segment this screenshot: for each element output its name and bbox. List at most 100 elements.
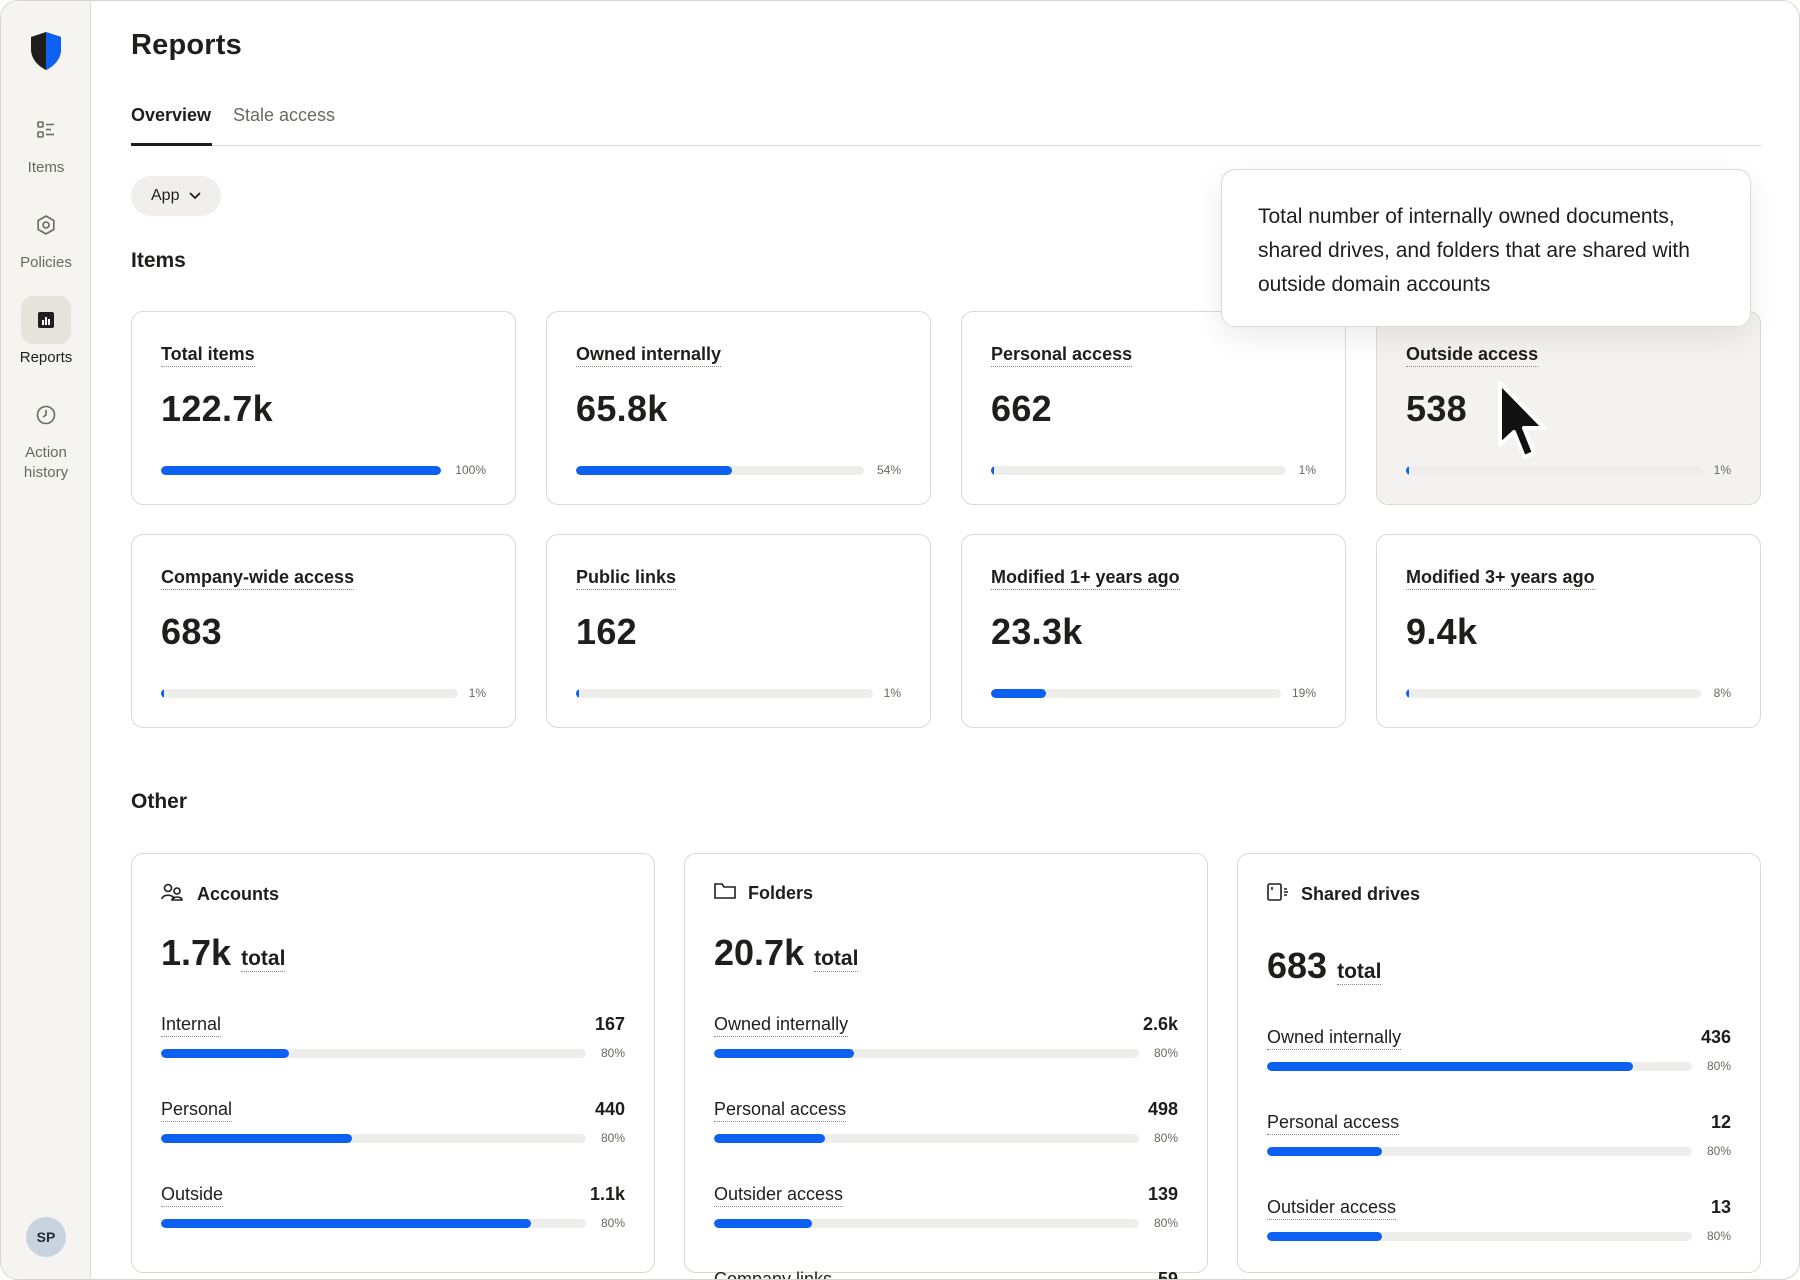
stat-card[interactable]: Modified 3+ years ago 9.4k 8% [1376,534,1761,728]
progress-fill [1267,1232,1382,1241]
progress-track [1267,1062,1692,1071]
summary-card-header: Folders [714,882,813,905]
folder-icon [714,882,736,905]
summary-row-label[interactable]: Internal [161,1014,222,1037]
sidebar-item-policies[interactable]: Policies [1,201,91,273]
summary-row-label[interactable]: Owned internally [714,1014,849,1037]
progress-fill [161,689,164,698]
mouse-cursor-icon [1498,381,1546,459]
sidebar-item-reports[interactable]: Reports [1,296,91,368]
summary-card-title: Folders [748,883,814,903]
stat-card-label[interactable]: Owned internally [576,344,722,367]
progress-percent: 80% [600,1046,625,1060]
accounts-icon [161,882,185,907]
stat-card-label[interactable]: Modified 3+ years ago [1406,567,1595,590]
progress-fill [714,1049,855,1058]
summary-row-label[interactable]: Company links [714,1269,832,1279]
summary-row-label[interactable]: Personal access [714,1099,847,1122]
summary-row-count: 139 [1147,1184,1178,1204]
progress-fill [1267,1062,1633,1071]
summary-row-count: 59 [1157,1269,1178,1280]
progress-track [576,466,864,475]
tab-overview[interactable]: Overview [131,105,212,125]
summary-row-count: 498 [1147,1099,1178,1119]
stat-card-value: 162 [576,611,637,652]
stat-card-label[interactable]: Modified 1+ years ago [991,567,1180,590]
progress-track [161,1134,586,1143]
stat-card-value: 662 [991,388,1052,429]
progress-fill [161,1134,353,1143]
summary-total-word[interactable]: total [814,947,859,972]
summary-row-label[interactable]: Outsider access [714,1184,844,1207]
sidebar-item-label: Action history [23,444,69,481]
stat-card[interactable]: Outside access 538 1% [1376,311,1761,505]
sidebar-item-action-history[interactable]: Action history [1,391,91,483]
progress-percent: 80% [1706,1144,1731,1158]
progress-fill [161,466,441,475]
summary-row-label[interactable]: Outsider access [1267,1197,1397,1220]
sidebar: Items Policies Reports [1,1,91,1279]
progress-percent: 100% [455,463,486,477]
summary-total-value: 20.7k [714,932,805,973]
stat-card-label[interactable]: Outside access [1406,344,1539,367]
progress-fill [991,466,994,475]
stat-card-label[interactable]: Company-wide access [161,567,355,590]
section-title-other: Other [131,790,188,813]
stat-card-label[interactable]: Public links [576,567,677,590]
active-tab-indicator [131,143,212,146]
section-title-items: Items [131,249,186,272]
summary-row-label[interactable]: Personal access [1267,1112,1400,1135]
shield-logo-icon[interactable] [29,31,63,71]
progress-track [714,1049,1139,1058]
sidebar-item-items[interactable]: Items [1,106,91,178]
stat-card-label[interactable]: Personal access [991,344,1133,367]
summary-total: 1.7k total [161,932,286,974]
progress-fill [576,466,732,475]
dropdown-label: App [151,187,180,204]
stat-card[interactable]: Personal access 662 1% [961,311,1346,505]
summary-card-header: Accounts [161,882,279,907]
summary-card-folders: Folders 20.7k total Owned internally 2.6k 80%… [684,853,1208,1279]
sidebar-item-label: Items [27,159,65,176]
progress-track [161,689,458,698]
summary-card-shared-drives: Shared drives 683 total Owned internally 436… [1237,853,1761,1273]
progress-track [1406,689,1701,698]
summary-total-word[interactable]: total [241,947,286,972]
progress-track [714,1219,1139,1228]
gear-icon [21,201,71,249]
avatar[interactable]: SP [26,1217,66,1257]
progress-track [714,1134,1139,1143]
progress-track [991,466,1286,475]
progress-percent: 80% [1153,1216,1178,1230]
sidebar-item-label: Policies [20,254,72,271]
progress-fill [576,689,579,698]
progress-track [161,466,441,475]
summary-row-label[interactable]: Outside [161,1184,224,1207]
bar-chart-icon [21,296,71,344]
stat-card[interactable]: Company-wide access 683 1% [131,534,516,728]
progress-percent: 1% [1713,463,1731,477]
shared-drive-icon [1267,882,1289,907]
stat-card[interactable]: Modified 1+ years ago 23.3k 19% [961,534,1346,728]
summary-row-count: 12 [1710,1112,1731,1132]
progress-fill [714,1134,825,1143]
progress-track [1267,1147,1692,1156]
summary-row-label[interactable]: Personal [161,1099,233,1122]
progress-track [161,1049,586,1058]
stat-card[interactable]: Owned internally 65.8k 54% [546,311,931,505]
tab-bar: Overview Stale access [131,101,1761,146]
progress-fill [161,1049,289,1058]
stat-card[interactable]: Public links 162 1% [546,534,931,728]
app-filter-dropdown[interactable]: App [131,176,222,216]
tab-stale-access[interactable]: Stale access [233,105,336,125]
progress-track [1267,1232,1692,1241]
stat-card-label[interactable]: Total items [161,344,255,367]
progress-percent: 80% [1706,1229,1731,1243]
list-icon [21,106,71,154]
stat-card[interactable]: Total items 122.7k 100% [131,311,516,505]
progress-percent: 54% [876,463,901,477]
summary-total-word[interactable]: total [1337,960,1382,985]
summary-row-label[interactable]: Owned internally [1267,1027,1402,1050]
clock-icon [21,391,71,439]
summary-card-title: Shared drives [1301,884,1421,904]
